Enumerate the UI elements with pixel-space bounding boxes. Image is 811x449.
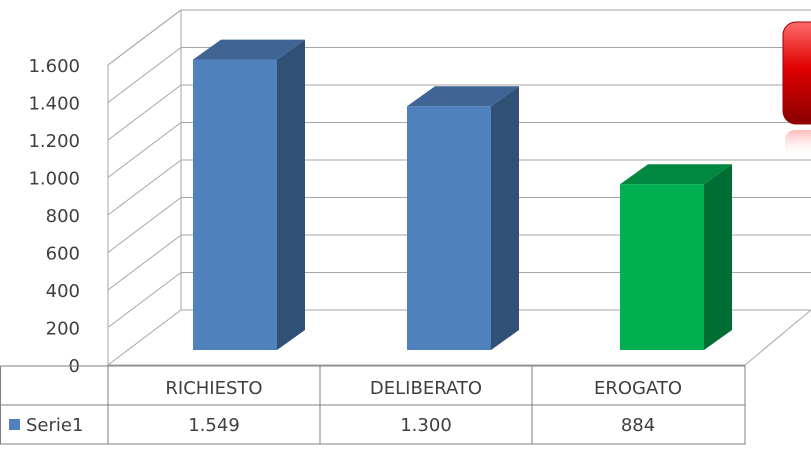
bar (620, 164, 732, 350)
bar-front (620, 184, 704, 350)
bar-top (193, 39, 305, 60)
bar-side (491, 86, 519, 350)
gridline (107, 122, 182, 178)
data-table: RICHIESTO DELIBERATO EROGATO Serie1 1.54… (0, 365, 746, 445)
bars (193, 39, 732, 350)
legend-swatch (9, 419, 20, 430)
gridline (107, 9, 182, 66)
category-label: RICHIESTO (165, 378, 262, 399)
y-tick-label: 1.000 (28, 169, 80, 190)
gridline (107, 159, 182, 216)
y-tick-label: 400 (46, 281, 80, 302)
data-label: 1.549 (188, 415, 240, 436)
y-tick-label: 200 (46, 319, 80, 340)
gridline (107, 84, 182, 141)
gridline (107, 197, 182, 253)
gridline (107, 234, 182, 291)
bar-top (407, 86, 519, 107)
bar-top (620, 164, 732, 185)
y-tick-label: 600 (46, 244, 80, 265)
y-tick-label: 800 (46, 206, 80, 227)
data-label: 1.300 (400, 415, 452, 436)
y-tick-label: 1.400 (28, 94, 80, 115)
category-label: EROGATO (594, 378, 682, 399)
gridline (107, 272, 182, 328)
red-badge (782, 21, 811, 158)
red-badge-reflection (785, 130, 811, 158)
category-label: DELIBERATO (370, 378, 482, 399)
bar-side (704, 164, 732, 350)
red-badge-shape (782, 21, 811, 125)
legend-label: Serie1 (26, 415, 83, 436)
y-tick-label: 1.600 (28, 56, 80, 77)
bar-side (277, 39, 305, 350)
y-tick-label: 1.200 (28, 131, 80, 152)
data-label: 884 (621, 415, 655, 436)
bar-front (407, 106, 491, 350)
bar (193, 39, 305, 350)
gridline (107, 47, 182, 103)
bar-front (193, 59, 277, 350)
bar (407, 86, 519, 350)
